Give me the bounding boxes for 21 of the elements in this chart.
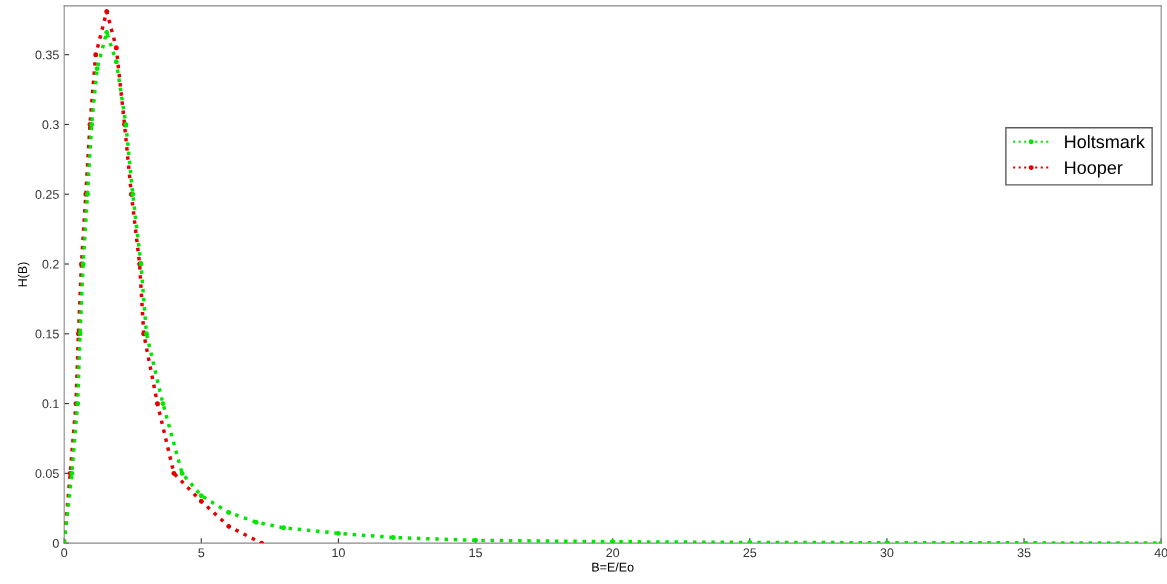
y-tick-label: 0.3 [42, 120, 59, 130]
y-tick-label: 0 [52, 538, 59, 548]
x-tick-label: 15 [469, 548, 482, 558]
x-tick-label: 30 [880, 548, 894, 558]
x-tick-label: 20 [606, 548, 620, 558]
y-tick-label: 0.35 [35, 50, 59, 60]
legend-label: Holtsmark [1065, 134, 1145, 149]
x-tick-label: 5 [198, 548, 205, 558]
x-axis-title: B=E/Eo [592, 562, 634, 572]
y-tick-label: 0.15 [35, 329, 59, 339]
y-tick-label: 0.25 [35, 190, 59, 199]
x-tick-label: 10 [332, 548, 345, 558]
x-tick-label: 35 [1017, 548, 1031, 558]
y-tick-label: 0.2 [42, 259, 59, 269]
x-tick-label: 0 [61, 548, 68, 558]
y-axis-title: H(B) [17, 262, 30, 287]
legend-label: Hooper [1065, 161, 1123, 178]
y-tick-label: 0.1 [42, 399, 59, 409]
y-tick-label: 0.05 [35, 469, 59, 478]
x-tick-label: 25 [743, 548, 757, 558]
x-tick-label: 40 [1154, 548, 1167, 558]
